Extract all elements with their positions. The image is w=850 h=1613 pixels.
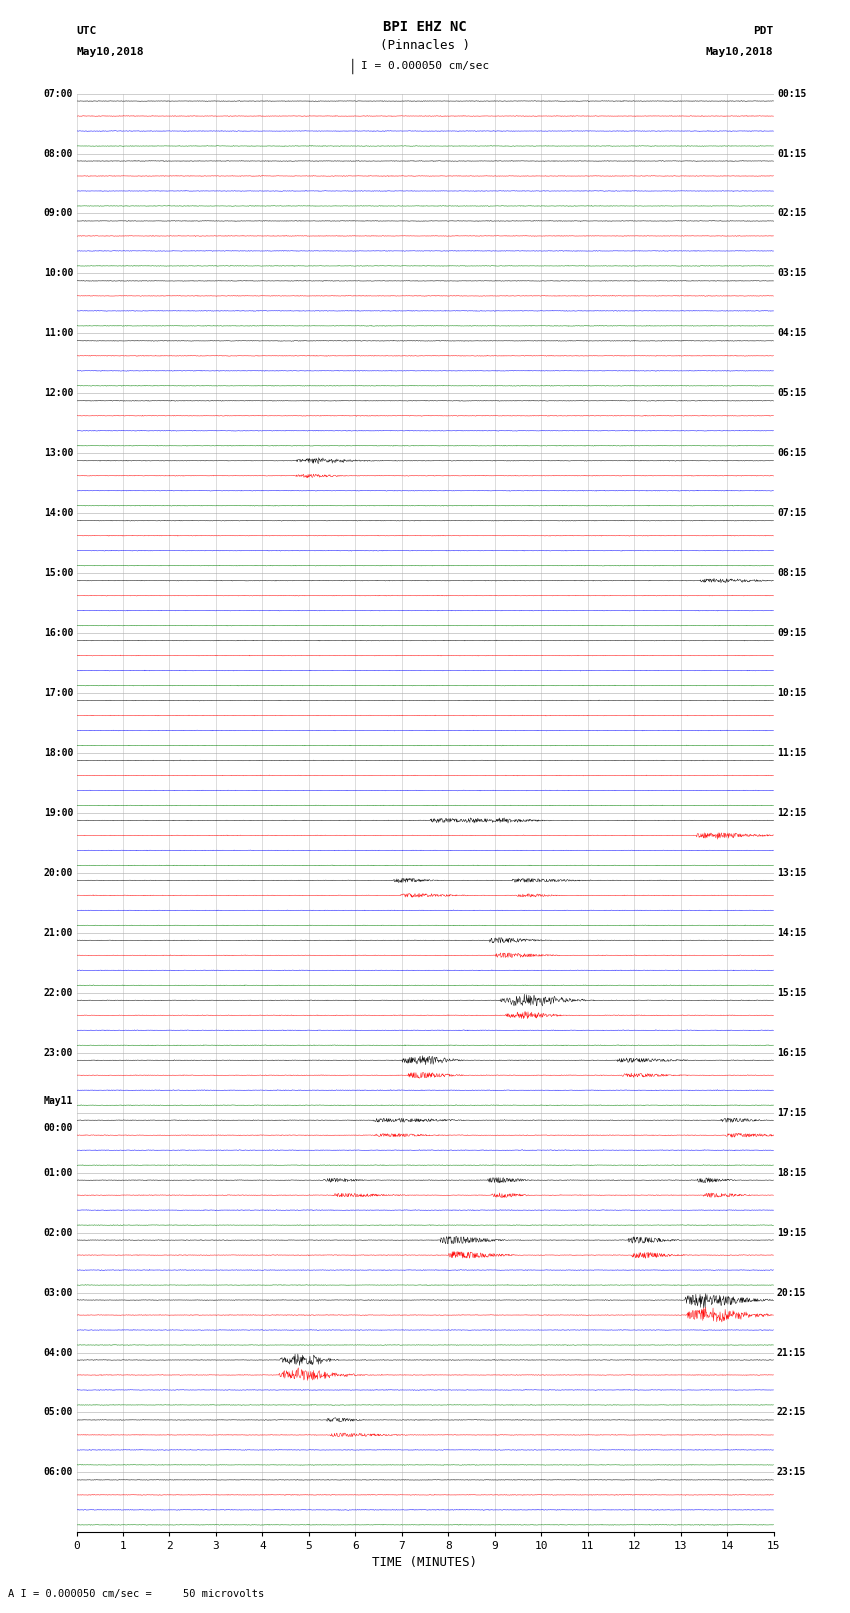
Text: 13:15: 13:15 (777, 868, 807, 877)
Text: 06:15: 06:15 (777, 448, 807, 458)
Text: 23:00: 23:00 (43, 1048, 73, 1058)
Text: 14:00: 14:00 (43, 508, 73, 518)
Text: 18:00: 18:00 (43, 748, 73, 758)
Text: 22:00: 22:00 (43, 987, 73, 998)
Text: I = 0.000050 cm/sec: I = 0.000050 cm/sec (361, 61, 489, 71)
Text: 21:15: 21:15 (777, 1347, 807, 1358)
Text: (Pinnacles ): (Pinnacles ) (380, 39, 470, 52)
Text: 05:15: 05:15 (777, 389, 807, 398)
Text: 11:15: 11:15 (777, 748, 807, 758)
Text: 07:00: 07:00 (43, 89, 73, 98)
Text: 17:00: 17:00 (43, 689, 73, 698)
Text: UTC: UTC (76, 26, 97, 35)
Text: 02:00: 02:00 (43, 1227, 73, 1237)
Text: 19:15: 19:15 (777, 1227, 807, 1237)
Text: May11: May11 (43, 1097, 73, 1107)
Text: 04:00: 04:00 (43, 1347, 73, 1358)
Text: 05:00: 05:00 (43, 1408, 73, 1418)
Text: 10:00: 10:00 (43, 268, 73, 279)
Text: 20:00: 20:00 (43, 868, 73, 877)
Text: 02:15: 02:15 (777, 208, 807, 218)
Text: 06:00: 06:00 (43, 1468, 73, 1478)
Text: 01:15: 01:15 (777, 148, 807, 158)
Text: A I = 0.000050 cm/sec =     50 microvolts: A I = 0.000050 cm/sec = 50 microvolts (8, 1589, 264, 1598)
Text: 12:00: 12:00 (43, 389, 73, 398)
Text: 04:15: 04:15 (777, 329, 807, 339)
Text: 16:00: 16:00 (43, 627, 73, 639)
Text: PDT: PDT (753, 26, 774, 35)
Text: May10,2018: May10,2018 (706, 47, 774, 56)
Text: 16:15: 16:15 (777, 1048, 807, 1058)
Text: 11:00: 11:00 (43, 329, 73, 339)
Text: 15:00: 15:00 (43, 568, 73, 577)
Text: 00:15: 00:15 (777, 89, 807, 98)
Text: 00:00: 00:00 (43, 1123, 73, 1132)
Text: 08:00: 08:00 (43, 148, 73, 158)
Text: 03:00: 03:00 (43, 1287, 73, 1297)
Text: 09:15: 09:15 (777, 627, 807, 639)
Text: 08:15: 08:15 (777, 568, 807, 577)
Text: 09:00: 09:00 (43, 208, 73, 218)
Text: 19:00: 19:00 (43, 808, 73, 818)
Text: 22:15: 22:15 (777, 1408, 807, 1418)
Text: 18:15: 18:15 (777, 1168, 807, 1177)
Text: 07:15: 07:15 (777, 508, 807, 518)
X-axis label: TIME (MINUTES): TIME (MINUTES) (372, 1555, 478, 1568)
Text: 12:15: 12:15 (777, 808, 807, 818)
Text: 15:15: 15:15 (777, 987, 807, 998)
Text: 21:00: 21:00 (43, 927, 73, 937)
Text: 20:15: 20:15 (777, 1287, 807, 1297)
Text: 17:15: 17:15 (777, 1108, 807, 1118)
Text: 10:15: 10:15 (777, 689, 807, 698)
Text: 14:15: 14:15 (777, 927, 807, 937)
Text: 13:00: 13:00 (43, 448, 73, 458)
Text: 23:15: 23:15 (777, 1468, 807, 1478)
Text: BPI EHZ NC: BPI EHZ NC (383, 21, 467, 34)
Text: │: │ (349, 58, 356, 74)
Text: 03:15: 03:15 (777, 268, 807, 279)
Text: May10,2018: May10,2018 (76, 47, 144, 56)
Text: 01:00: 01:00 (43, 1168, 73, 1177)
